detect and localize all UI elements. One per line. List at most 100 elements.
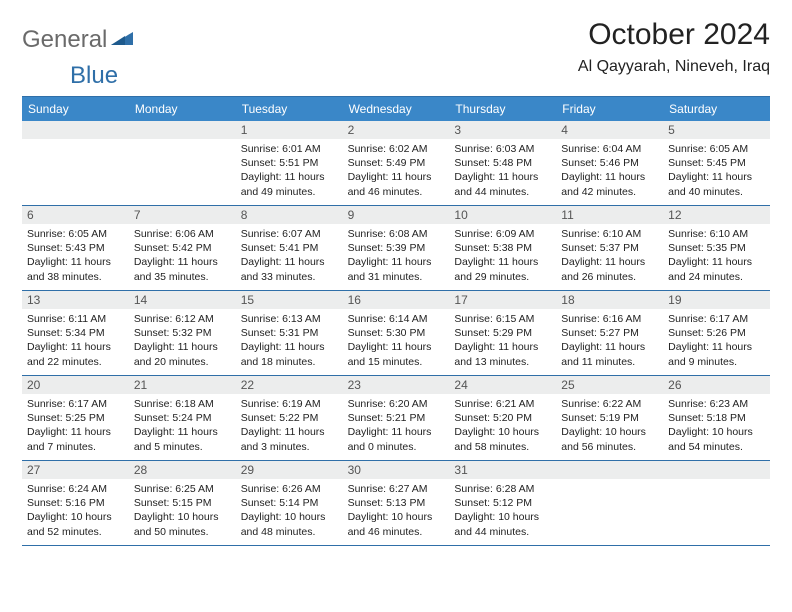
sunrise-line: Sunrise: 6:27 AM: [348, 482, 445, 496]
daylight-line: Daylight: 11 hours and 11 minutes.: [561, 340, 658, 368]
sunrise-line: Sunrise: 6:01 AM: [241, 142, 338, 156]
daylight-line: Daylight: 10 hours and 46 minutes.: [348, 510, 445, 538]
day-number: 31: [449, 461, 556, 479]
sunset-line: Sunset: 5:24 PM: [134, 411, 231, 425]
logo-mark-icon: [111, 29, 133, 52]
calendar-cell: 9Sunrise: 6:08 AMSunset: 5:39 PMDaylight…: [343, 206, 450, 290]
daylight-line: Daylight: 10 hours and 54 minutes.: [668, 425, 765, 453]
calendar-week: 13Sunrise: 6:11 AMSunset: 5:34 PMDayligh…: [22, 291, 770, 376]
daylight-line: Daylight: 11 hours and 22 minutes.: [27, 340, 124, 368]
daylight-line: Daylight: 11 hours and 26 minutes.: [561, 255, 658, 283]
daylight-line: Daylight: 10 hours and 48 minutes.: [241, 510, 338, 538]
calendar-cell: 18 Sunrise: 6:16 AMSunset: 5:27 PMDayligh…: [556, 291, 663, 375]
sunset-line: Sunset: 5:39 PM: [348, 241, 445, 255]
sunrise-line: Sunrise: 6:13 AM: [241, 312, 338, 326]
sunrise-line: Sunrise: 6:10 AM: [668, 227, 765, 241]
daylight-line: Daylight: 11 hours and 9 minutes.: [668, 340, 765, 368]
day-details: Sunrise: 6:19 AMSunset: 5:22 PMDaylight:…: [241, 397, 338, 454]
day-number: 2: [343, 121, 450, 139]
sunset-line: Sunset: 5:15 PM: [134, 496, 231, 510]
day-number: 28: [129, 461, 236, 479]
day-details: Sunrise: 6:02 AMSunset: 5:49 PMDaylight:…: [348, 142, 445, 199]
sunset-line: Sunset: 5:46 PM: [561, 156, 658, 170]
day-details: Sunrise: 6:20 AMSunset: 5:21 PMDaylight:…: [348, 397, 445, 454]
calendar-cell: 17 Sunrise: 6:15 AMSunset: 5:29 PMDayligh…: [449, 291, 556, 375]
day-details: Sunrise: 6:18 AMSunset: 5:24 PMDaylight:…: [134, 397, 231, 454]
day-number: 15: [236, 291, 343, 309]
day-number: 21: [129, 376, 236, 394]
day-details: Sunrise: 6:24 AMSunset: 5:16 PMDaylight:…: [27, 482, 124, 539]
day-number: 11: [556, 206, 663, 224]
daylight-line: Daylight: 11 hours and 20 minutes.: [134, 340, 231, 368]
sunrise-line: Sunrise: 6:19 AM: [241, 397, 338, 411]
day-number: 5: [663, 121, 770, 139]
day-details: Sunrise: 6:27 AMSunset: 5:13 PMDaylight:…: [348, 482, 445, 539]
daylight-line: Daylight: 11 hours and 49 minutes.: [241, 170, 338, 198]
day-number: 23: [343, 376, 450, 394]
day-number: 8: [236, 206, 343, 224]
dow-thu: Thursday: [449, 97, 556, 121]
sunrise-line: Sunrise: 6:09 AM: [454, 227, 551, 241]
calendar-cell: 24 Sunrise: 6:21 AMSunset: 5:20 PMDayligh…: [449, 376, 556, 460]
dow-sun: Sunday: [22, 97, 129, 121]
sunset-line: Sunset: 5:27 PM: [561, 326, 658, 340]
daylight-line: Daylight: 11 hours and 5 minutes.: [134, 425, 231, 453]
calendar-cell: 3Sunrise: 6:03 AMSunset: 5:48 PMDaylight…: [449, 121, 556, 205]
dow-sat: Saturday: [663, 97, 770, 121]
sunset-line: Sunset: 5:45 PM: [668, 156, 765, 170]
day-number: 6: [22, 206, 129, 224]
daylight-line: Daylight: 11 hours and 15 minutes.: [348, 340, 445, 368]
sunset-line: Sunset: 5:25 PM: [27, 411, 124, 425]
sunset-line: Sunset: 5:29 PM: [454, 326, 551, 340]
day-details: Sunrise: 6:15 AMSunset: 5:29 PMDaylight:…: [454, 312, 551, 369]
sunrise-line: Sunrise: 6:16 AM: [561, 312, 658, 326]
calendar-cell: 30Sunrise: 6:27 AMSunset: 5:13 PMDayligh…: [343, 461, 450, 545]
day-number: 18: [556, 291, 663, 309]
day-number: 17: [449, 291, 556, 309]
calendar-cell: 4Sunrise: 6:04 AMSunset: 5:46 PMDaylight…: [556, 121, 663, 205]
day-number: 14: [129, 291, 236, 309]
day-number: 9: [343, 206, 450, 224]
sunset-line: Sunset: 5:34 PM: [27, 326, 124, 340]
calendar-body: ..1Sunrise: 6:01 AMSunset: 5:51 PMDaylig…: [22, 121, 770, 546]
day-details: Sunrise: 6:22 AMSunset: 5:19 PMDaylight:…: [561, 397, 658, 454]
day-details: Sunrise: 6:10 AMSunset: 5:35 PMDaylight:…: [668, 227, 765, 284]
sunrise-line: Sunrise: 6:04 AM: [561, 142, 658, 156]
logo: General: [22, 18, 135, 54]
daylight-line: Daylight: 10 hours and 44 minutes.: [454, 510, 551, 538]
daylight-line: Daylight: 11 hours and 24 minutes.: [668, 255, 765, 283]
day-number: 24: [449, 376, 556, 394]
dow-mon: Monday: [129, 97, 236, 121]
day-number: .: [22, 121, 129, 139]
day-details: Sunrise: 6:21 AMSunset: 5:20 PMDaylight:…: [454, 397, 551, 454]
sunset-line: Sunset: 5:35 PM: [668, 241, 765, 255]
sunset-line: Sunset: 5:18 PM: [668, 411, 765, 425]
day-details: Sunrise: 6:17 AMSunset: 5:25 PMDaylight:…: [27, 397, 124, 454]
calendar-cell: 11Sunrise: 6:10 AMSunset: 5:37 PMDayligh…: [556, 206, 663, 290]
sunset-line: Sunset: 5:16 PM: [27, 496, 124, 510]
sunrise-line: Sunrise: 6:25 AM: [134, 482, 231, 496]
day-number: .: [663, 461, 770, 479]
sunrise-line: Sunrise: 6:05 AM: [668, 142, 765, 156]
daylight-line: Daylight: 11 hours and 7 minutes.: [27, 425, 124, 453]
daylight-line: Daylight: 11 hours and 40 minutes.: [668, 170, 765, 198]
daylight-line: Daylight: 11 hours and 38 minutes.: [27, 255, 124, 283]
sunset-line: Sunset: 5:43 PM: [27, 241, 124, 255]
day-number: 13: [22, 291, 129, 309]
page-title: October 2024: [578, 18, 770, 52]
daylight-line: Daylight: 10 hours and 56 minutes.: [561, 425, 658, 453]
daylight-line: Daylight: 11 hours and 42 minutes.: [561, 170, 658, 198]
sunrise-line: Sunrise: 6:12 AM: [134, 312, 231, 326]
sunset-line: Sunset: 5:19 PM: [561, 411, 658, 425]
sunset-line: Sunset: 5:22 PM: [241, 411, 338, 425]
daylight-line: Daylight: 10 hours and 52 minutes.: [27, 510, 124, 538]
daylight-line: Daylight: 10 hours and 58 minutes.: [454, 425, 551, 453]
daylight-line: Daylight: 11 hours and 3 minutes.: [241, 425, 338, 453]
day-number: 16: [343, 291, 450, 309]
sunset-line: Sunset: 5:14 PM: [241, 496, 338, 510]
calendar-week: ..1Sunrise: 6:01 AMSunset: 5:51 PMDaylig…: [22, 121, 770, 206]
day-details: Sunrise: 6:09 AMSunset: 5:38 PMDaylight:…: [454, 227, 551, 284]
day-number: 22: [236, 376, 343, 394]
dow-wed: Wednesday: [343, 97, 450, 121]
day-number: 3: [449, 121, 556, 139]
